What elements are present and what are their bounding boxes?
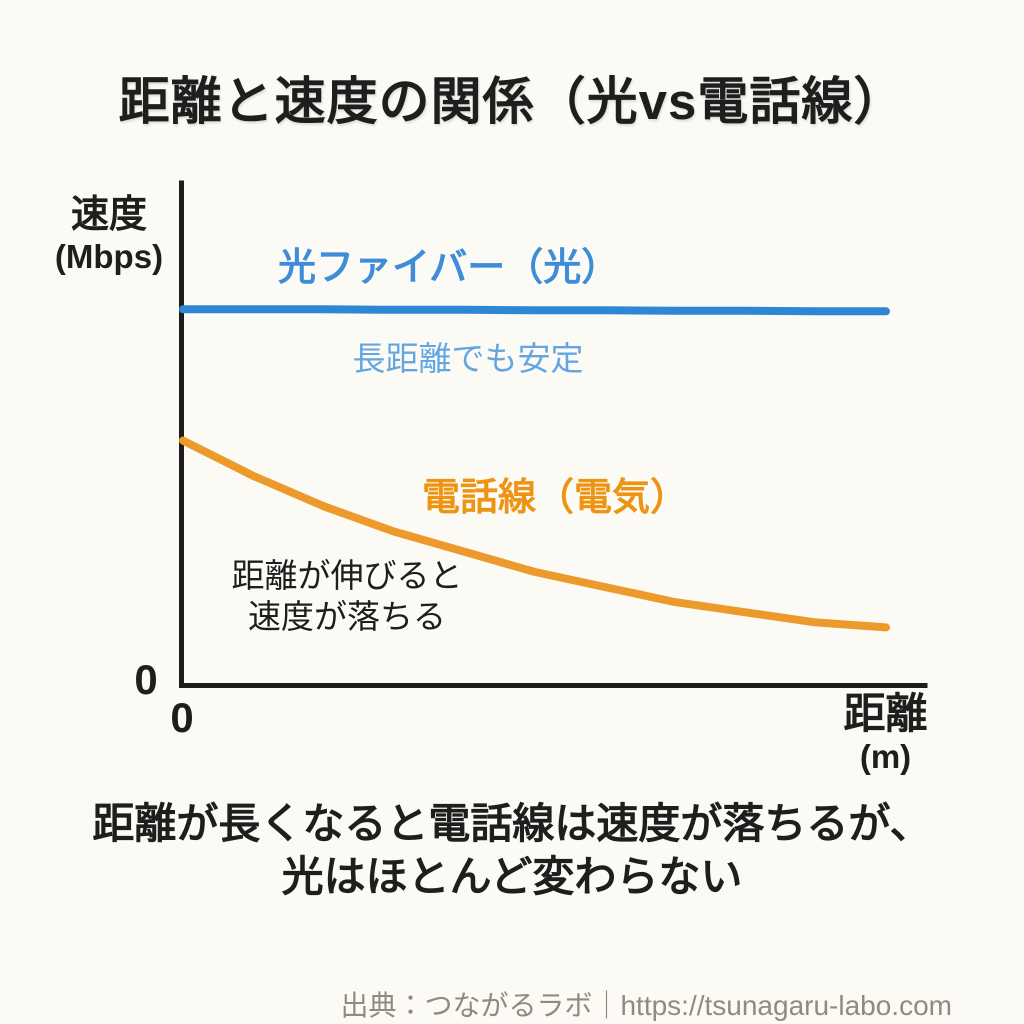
axes [179,180,928,688]
source-credit: 出典：つながるラボ｜https://tsunagaru-labo.com [340,990,952,1021]
x-axis-unit: (m) [859,738,912,776]
chart-title: 距離と速度の関係（光vs電話線） [118,73,906,130]
x-axis-label-text: 距離 [843,690,928,737]
phone-line [179,436,890,632]
y-axis-label-text: 速度 [70,194,147,236]
phone-annotation: 距離が伸びると 速度が落ちる [203,555,491,637]
y-axis-origin-tick: 0 [134,656,158,703]
phone-series-label: 電話線（電気） [421,477,688,519]
phone-annotation-line1: 距離が伸びると [231,557,463,594]
x-axis-origin-tick: 0 [170,694,194,741]
fiber-line [179,305,890,316]
y-axis-unit: (Mbps) [54,237,164,275]
fiber-annotation: 長距離でも安定 [352,340,584,377]
phone-annotation-line2: 速度が落ちる [248,598,446,635]
bottom-caption: 距離が長くなると電話線は速度が落ちるが、 光はほとんど変わらない [0,797,1024,903]
y-axis-label: 速度 (Mbps) [34,194,184,276]
caption-line1: 距離が長くなると電話線は速度が落ちるが、 [92,800,932,847]
fiber-series-label: 光ファイバー（光） [278,247,620,289]
caption-line2: 光はほとんど変わらない [281,853,743,900]
x-axis-label: 距離 (m) [823,690,948,776]
